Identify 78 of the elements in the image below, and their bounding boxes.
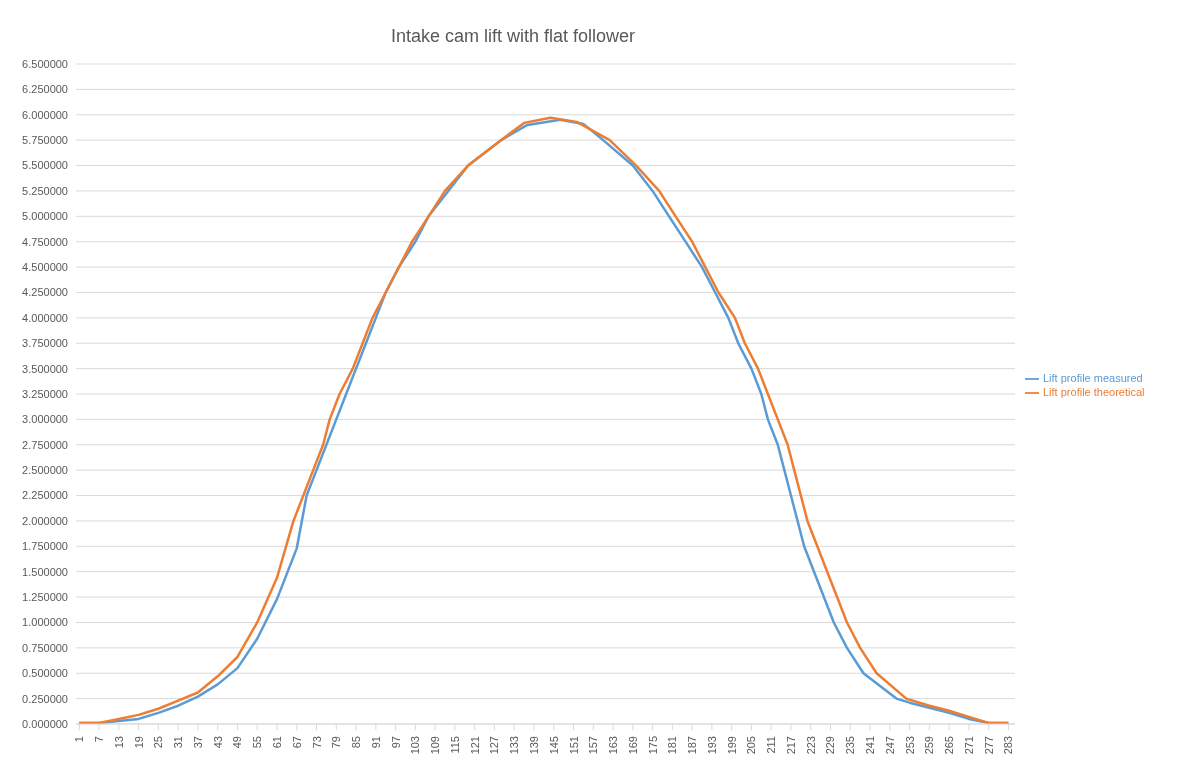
x-tick-label: 241 <box>864 736 877 755</box>
x-tick-label: 133 <box>508 736 521 755</box>
y-tick-label: 5.500000 <box>22 159 68 172</box>
y-tick-label: 5.750000 <box>22 134 68 147</box>
x-tick-label: 139 <box>527 736 540 755</box>
y-tick-label: 6.000000 <box>22 108 68 121</box>
x-tick-label: 79 <box>330 736 343 749</box>
x-tick-label: 1 <box>73 736 86 743</box>
x-tick-label: 271 <box>962 736 975 755</box>
y-tick-label: 4.000000 <box>22 311 68 324</box>
x-tick-label: 49 <box>231 736 244 749</box>
x-tick-label: 67 <box>290 736 303 749</box>
x-tick-label: 145 <box>547 736 560 755</box>
y-tick-label: 2.750000 <box>22 438 68 451</box>
x-tick-label: 73 <box>310 736 323 749</box>
y-tick-label: 3.500000 <box>22 362 68 375</box>
x-tick-label: 253 <box>903 736 916 755</box>
y-tick-label: 1.750000 <box>22 540 68 553</box>
y-tick-label: 5.250000 <box>22 184 68 197</box>
x-tick-label: 277 <box>982 736 995 755</box>
x-tick-label: 217 <box>784 736 797 755</box>
y-tick-label: 4.750000 <box>22 235 68 248</box>
x-tick-label: 19 <box>132 736 145 749</box>
x-tick-label: 229 <box>824 736 837 755</box>
x-tick-label: 109 <box>429 736 442 755</box>
x-tick-label: 31 <box>172 736 185 749</box>
x-tick-label: 13 <box>112 736 125 749</box>
x-tick-label: 157 <box>587 736 600 755</box>
x-tick-label: 121 <box>468 736 481 755</box>
y-tick-label: 4.250000 <box>22 286 68 299</box>
x-tick-label: 151 <box>567 736 580 755</box>
x-tick-label: 199 <box>725 736 738 755</box>
y-tick-label: 3.750000 <box>22 337 68 350</box>
x-tick-label: 235 <box>844 736 857 755</box>
x-tick-label: 163 <box>607 736 620 755</box>
legend-label: Lift profile measured <box>1043 371 1143 384</box>
x-tick-label: 127 <box>488 736 501 755</box>
x-tick-label: 25 <box>152 736 165 749</box>
y-tick-label: 1.000000 <box>22 616 68 629</box>
chart-title: Intake cam lift with flat follower <box>389 26 637 47</box>
x-tick-label: 97 <box>389 736 402 749</box>
y-tick-label: 3.250000 <box>22 387 68 400</box>
y-tick-label: 0.000000 <box>22 717 68 730</box>
x-tick-label: 115 <box>448 736 461 754</box>
x-tick-label: 187 <box>686 736 699 755</box>
y-tick-label: 6.500000 <box>22 57 68 70</box>
x-tick-label: 265 <box>943 736 956 755</box>
x-tick-label: 181 <box>666 736 679 755</box>
x-tick-label: 259 <box>923 736 936 755</box>
x-tick-label: 223 <box>804 736 817 755</box>
y-tick-label: 0.750000 <box>22 641 68 654</box>
y-tick-label: 2.000000 <box>22 514 68 527</box>
x-tick-label: 61 <box>270 736 283 749</box>
x-tick-label: 7 <box>93 736 106 743</box>
y-tick-label: 0.250000 <box>22 692 68 705</box>
x-tick-label: 283 <box>1002 736 1015 755</box>
x-tick-label: 247 <box>883 736 896 755</box>
legend-label: Lift profile theoretical <box>1043 386 1145 398</box>
y-tick-label: 2.250000 <box>22 489 68 502</box>
x-tick-label: 55 <box>251 736 264 749</box>
y-tick-label: 1.500000 <box>22 565 68 578</box>
x-tick-label: 175 <box>646 736 659 755</box>
x-tick-label: 91 <box>369 736 382 749</box>
y-tick-label: 2.500000 <box>22 464 68 477</box>
y-tick-label: 4.500000 <box>22 260 68 273</box>
x-tick-label: 169 <box>626 736 639 755</box>
x-tick-label: 85 <box>350 736 363 749</box>
x-tick-label: 37 <box>191 736 204 749</box>
x-tick-label: 205 <box>745 736 758 755</box>
y-tick-label: 6.250000 <box>22 83 68 96</box>
y-tick-label: 1.250000 <box>22 590 68 603</box>
y-tick-label: 0.500000 <box>22 667 68 680</box>
x-tick-label: 193 <box>705 736 718 755</box>
x-tick-label: 43 <box>211 736 224 749</box>
y-tick-label: 3.000000 <box>22 413 68 426</box>
x-tick-label: 103 <box>409 736 422 755</box>
x-tick-label: 211 <box>765 736 778 754</box>
y-tick-label: 5.000000 <box>22 210 68 223</box>
